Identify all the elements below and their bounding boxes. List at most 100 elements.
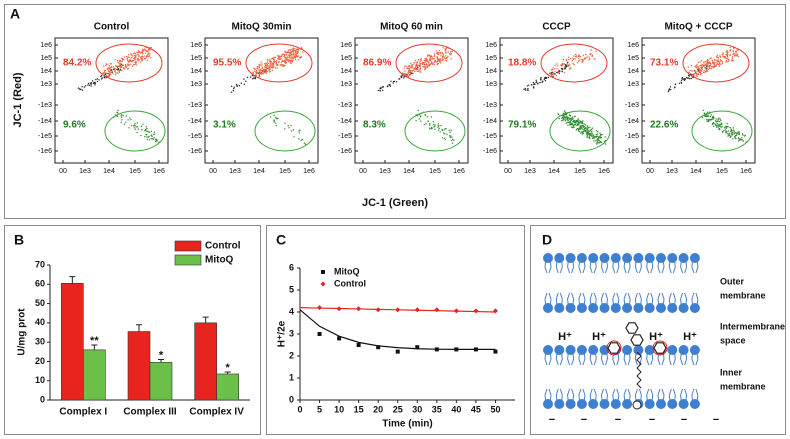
dot: [119, 69, 121, 71]
dot: [569, 66, 571, 69]
dot: [586, 125, 588, 127]
dot: [667, 90, 670, 93]
dot: [728, 134, 731, 137]
dot: [600, 134, 602, 136]
dot: [293, 53, 295, 56]
y-tick-label: 20: [35, 356, 45, 366]
dot: [298, 130, 300, 132]
dot: [233, 86, 235, 88]
dot: [725, 132, 727, 134]
dot: [290, 62, 292, 65]
dot: [275, 60, 278, 62]
y-tick-label: 1e4: [190, 68, 202, 75]
y-tick-label: 50: [35, 298, 45, 308]
dot: [427, 65, 429, 67]
dot: [283, 60, 286, 63]
dot: [268, 62, 270, 65]
dot: [450, 58, 452, 60]
dot: [115, 65, 117, 68]
dot: [719, 128, 721, 130]
dot: [117, 61, 119, 63]
dot: [558, 72, 560, 75]
lipid-head: [554, 399, 565, 409]
point: [453, 308, 459, 314]
dot: [135, 126, 137, 128]
error-bar: [202, 316, 209, 323]
dot: [96, 80, 99, 83]
dot: [138, 59, 140, 61]
y-tick-label: -1e3: [188, 102, 202, 109]
dot: [432, 121, 435, 123]
lipid-head: [588, 399, 599, 409]
dot: [232, 87, 235, 90]
dot: [292, 59, 294, 62]
dot: [539, 81, 541, 84]
dot: [88, 84, 91, 86]
dot: [439, 51, 442, 54]
dot: [104, 73, 106, 76]
bar: [127, 331, 151, 401]
dot: [741, 133, 744, 135]
dot: [429, 124, 431, 126]
dot: [722, 55, 724, 58]
lipid-head: [644, 303, 655, 313]
dot: [571, 118, 574, 120]
dot: [586, 127, 589, 129]
point: [356, 343, 361, 347]
dot: [257, 67, 259, 69]
dot: [141, 59, 144, 61]
dot: [709, 61, 711, 64]
dot: [717, 60, 719, 62]
dot: [116, 72, 118, 74]
dot: [145, 50, 148, 52]
lipid-head: [667, 399, 678, 409]
green-gate: [104, 110, 166, 152]
dot: [281, 55, 283, 57]
dot: [417, 109, 419, 112]
dot: [409, 62, 412, 64]
dot: [562, 64, 564, 66]
dot: [562, 119, 564, 122]
dot: [446, 56, 448, 59]
dot: [440, 55, 442, 57]
x-tick-label: 25: [393, 404, 403, 414]
dot: [114, 68, 116, 70]
dot: [564, 117, 567, 119]
dot: [732, 59, 734, 62]
dot: [419, 64, 421, 66]
y-tick-label: -1e3: [338, 102, 352, 109]
dot: [269, 60, 272, 62]
dot: [586, 136, 588, 138]
dot: [422, 66, 424, 68]
dot: [282, 53, 284, 56]
dot: [230, 85, 233, 88]
fit-line: [299, 309, 496, 350]
x-tick-label: 10: [334, 404, 344, 414]
dot: [436, 53, 439, 55]
dot: [402, 72, 404, 74]
dot: [77, 87, 80, 89]
dot: [717, 57, 720, 59]
x-tick-label: 1e3: [379, 168, 391, 175]
dot: [589, 126, 591, 129]
dot: [588, 137, 591, 139]
dot: [594, 135, 596, 138]
y-tick-label: 1e5: [340, 55, 352, 62]
dot: [407, 66, 409, 68]
dot: [273, 114, 275, 117]
dot: [278, 56, 281, 59]
dot: [562, 117, 565, 119]
lipid-head: [565, 303, 576, 313]
dot: [408, 64, 410, 67]
dot: [568, 58, 570, 61]
dot: [579, 125, 581, 127]
dot: [446, 133, 448, 136]
y-tick-label: 1e5: [40, 55, 52, 62]
dot: [404, 73, 407, 75]
dot: [437, 126, 439, 129]
dot: [596, 133, 599, 135]
dot: [145, 56, 148, 59]
dot: [734, 50, 737, 53]
dot: [716, 55, 718, 58]
dot: [566, 118, 568, 121]
